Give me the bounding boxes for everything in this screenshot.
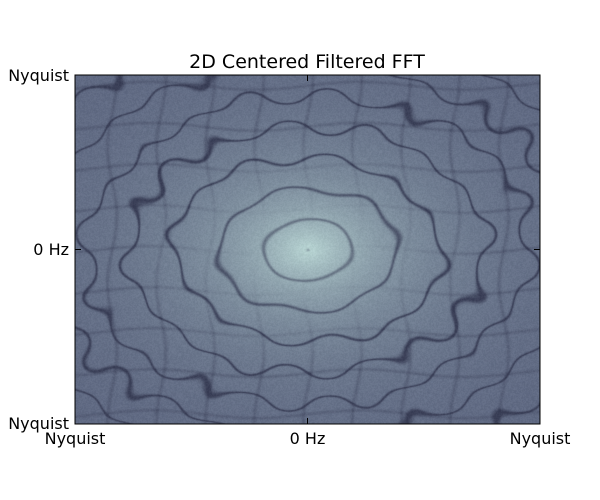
y-tick-label: 0 Hz: [33, 240, 69, 259]
spectrum-heatmap: [75, 75, 540, 424]
x-tick-label: Nyquist: [510, 429, 571, 448]
x-tick-label: 0 Hz: [290, 429, 326, 448]
y-tick-label: Nyquist: [8, 414, 69, 433]
axes-frame: [74, 74, 541, 425]
chart-title: 2D Centered Filtered FFT: [189, 51, 425, 73]
x-tick-label: Nyquist: [45, 429, 106, 448]
y-tick-label: Nyquist: [8, 66, 69, 85]
